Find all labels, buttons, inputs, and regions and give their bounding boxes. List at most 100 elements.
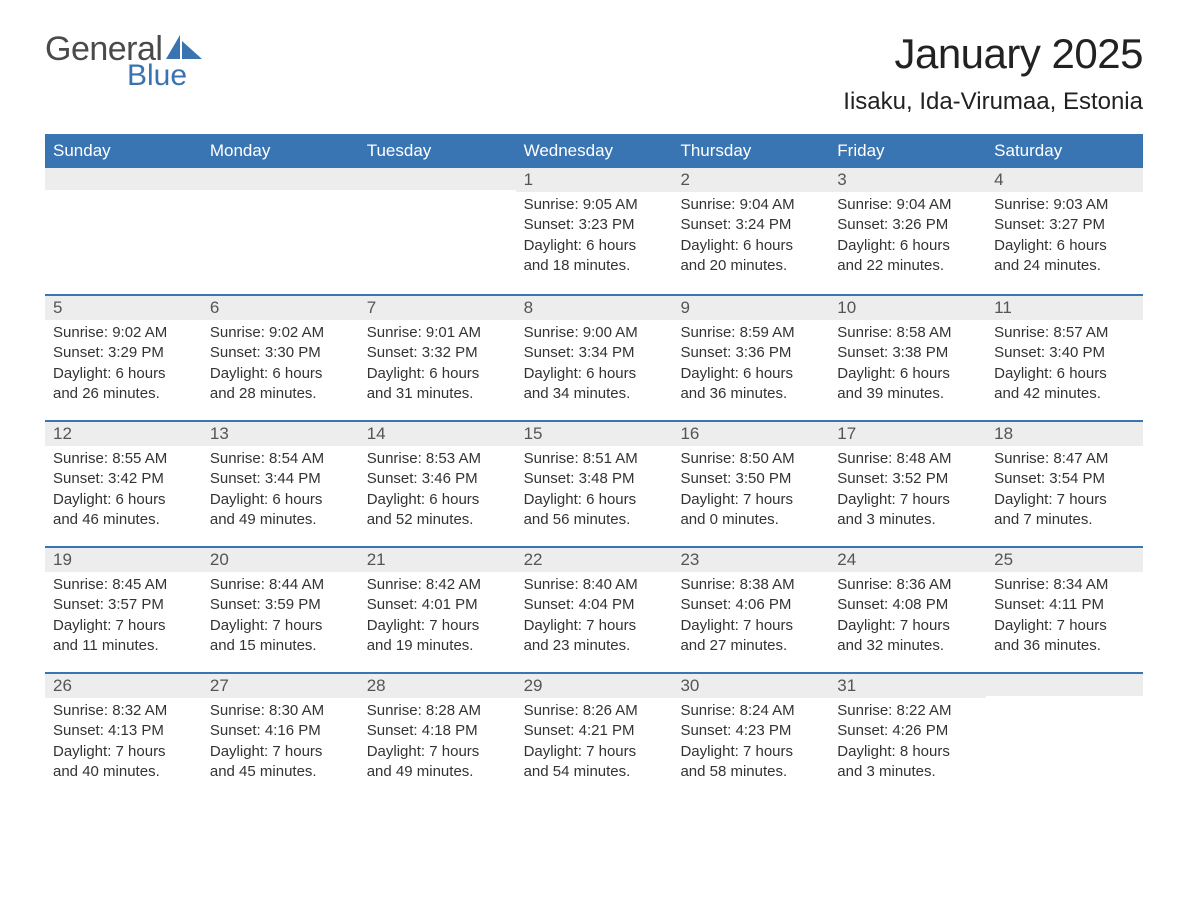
day-body: Sunrise: 8:40 AMSunset: 4:04 PMDaylight:… — [516, 572, 673, 664]
month-title: January 2025 — [843, 30, 1143, 78]
day-number: 9 — [672, 296, 829, 320]
day-daylight2: and 20 minutes. — [680, 256, 821, 276]
day-daylight1: Daylight: 7 hours — [680, 616, 821, 636]
week-row: 26 Sunrise: 8:32 AMSunset: 4:13 PM Dayligh… — [45, 672, 1143, 798]
day-sunrise: Sunrise: 8:51 AM — [524, 449, 665, 469]
day-sunrise: Sunrise: 9:00 AM — [524, 323, 665, 343]
day-sunrise: Sunrise: 9:05 AM — [524, 195, 665, 215]
daynum-strip: 23 — [672, 548, 829, 572]
day-number: 17 — [829, 422, 986, 446]
day-daylight1: Daylight: 6 hours — [994, 236, 1135, 256]
day-sunrise: Sunrise: 8:40 AM — [524, 575, 665, 595]
day-daylight2: and 34 minutes. — [524, 384, 665, 404]
daynum-strip: 5 — [45, 296, 202, 320]
day-body: Sunrise: 8:30 AMSunset: 4:16 PMDaylight:… — [202, 698, 359, 790]
day-sunrise: Sunrise: 8:26 AM — [524, 701, 665, 721]
day-daylight2: and 36 minutes. — [680, 384, 821, 404]
day-daylight1: Daylight: 6 hours — [367, 364, 508, 384]
daynum-strip: 31 — [829, 674, 986, 698]
day-sunset: Sunset: 4:08 PM — [837, 595, 978, 615]
day-sunset: Sunset: 4:13 PM — [53, 721, 194, 741]
dow-sunday: Sunday — [45, 134, 202, 168]
daynum-strip — [986, 674, 1143, 696]
day-cell: 9Sunrise: 8:59 AMSunset: 3:36 PMDaylight… — [672, 296, 829, 420]
day-daylight2: and 42 minutes. — [994, 384, 1135, 404]
daynum-strip: 3 — [829, 168, 986, 192]
day-daylight2: and 49 minutes. — [210, 510, 351, 530]
day-body: Sunrise: 8:59 AMSunset: 3:36 PMDaylight:… — [672, 320, 829, 412]
day-number: 20 — [202, 548, 359, 572]
day-cell: 29Sunrise: 8:26 AMSunset: 4:21 PMDayligh… — [516, 674, 673, 798]
weeks-container: 1Sunrise: 9:05 AMSunset: 3:23 PMDaylight… — [45, 168, 1143, 798]
day-cell: 16Sunrise: 8:50 AMSunset: 3:50 PMDayligh… — [672, 422, 829, 546]
logo-blue-text: Blue — [127, 59, 204, 93]
daynum-strip: 20 — [202, 548, 359, 572]
day-cell: 5Sunrise: 9:02 AMSunset: 3:29 PMDaylight… — [45, 296, 202, 420]
day-number: 12 — [45, 422, 202, 446]
day-cell — [202, 168, 359, 294]
day-sunrise: Sunrise: 8:48 AM — [837, 449, 978, 469]
day-cell: 21Sunrise: 8:42 AMSunset: 4:01 PMDayligh… — [359, 548, 516, 672]
day-daylight1: Daylight: 6 hours — [994, 364, 1135, 384]
day-sunset: Sunset: 3:38 PM — [837, 343, 978, 363]
day-sunrise: Sunrise: 8:57 AM — [994, 323, 1135, 343]
daynum-strip: 1 — [516, 168, 673, 192]
day-cell: 11Sunrise: 8:57 AMSunset: 3:40 PMDayligh… — [986, 296, 1143, 420]
day-body — [45, 190, 202, 201]
day-cell: 15Sunrise: 8:51 AMSunset: 3:48 PMDayligh… — [516, 422, 673, 546]
day-sunset: Sunset: 3:40 PM — [994, 343, 1135, 363]
day-sunrise: Sunrise: 8:32 AM — [53, 701, 194, 721]
day-body: Sunrise: 9:02 AMSunset: 3:29 PMDaylight:… — [45, 320, 202, 412]
day-cell: 17Sunrise: 8:48 AMSunset: 3:52 PMDayligh… — [829, 422, 986, 546]
title-block: January 2025 Iisaku, Ida-Virumaa, Estoni… — [843, 30, 1143, 116]
day-number: 18 — [986, 422, 1143, 446]
day-cell: 4Sunrise: 9:03 AMSunset: 3:27 PMDaylight… — [986, 168, 1143, 294]
day-sunrise: Sunrise: 9:02 AM — [210, 323, 351, 343]
day-daylight1: Daylight: 7 hours — [680, 490, 821, 510]
day-cell: 25Sunrise: 8:34 AMSunset: 4:11 PMDayligh… — [986, 548, 1143, 672]
day-sunset: Sunset: 4:21 PM — [524, 721, 665, 741]
day-daylight2: and 19 minutes. — [367, 636, 508, 656]
day-daylight1: Daylight: 6 hours — [680, 364, 821, 384]
dow-saturday: Saturday — [986, 134, 1143, 168]
day-body: Sunrise: 8:47 AMSunset: 3:54 PMDaylight:… — [986, 446, 1143, 538]
day-body: Sunrise: 8:28 AMSunset: 4:18 PMDaylight:… — [359, 698, 516, 790]
daynum-strip: 22 — [516, 548, 673, 572]
day-sunrise: Sunrise: 8:44 AM — [210, 575, 351, 595]
day-daylight2: and 26 minutes. — [53, 384, 194, 404]
day-sunrise: Sunrise: 9:03 AM — [994, 195, 1135, 215]
day-body: Sunrise: 8:26 AMSunset: 4:21 PMDaylight:… — [516, 698, 673, 790]
day-daylight2: and 46 minutes. — [53, 510, 194, 530]
day-sunrise: Sunrise: 9:01 AM — [367, 323, 508, 343]
day-cell: 12Sunrise: 8:55 AMSunset: 3:42 PMDayligh… — [45, 422, 202, 546]
day-daylight1: Daylight: 7 hours — [680, 742, 821, 762]
week-row: 1Sunrise: 9:05 AMSunset: 3:23 PMDaylight… — [45, 168, 1143, 294]
day-number: 29 — [516, 674, 673, 698]
day-number: 19 — [45, 548, 202, 572]
day-cell: 19Sunrise: 8:45 AMSunset: 3:57 PMDayligh… — [45, 548, 202, 672]
day-number: 26 — [45, 674, 202, 698]
day-cell: 13Sunrise: 8:54 AMSunset: 3:44 PMDayligh… — [202, 422, 359, 546]
day-daylight1: Daylight: 8 hours — [837, 742, 978, 762]
day-body: Sunrise: 9:05 AMSunset: 3:23 PMDaylight:… — [516, 192, 673, 284]
day-sunset: Sunset: 3:29 PM — [53, 343, 194, 363]
daynum-strip: 10 — [829, 296, 986, 320]
day-daylight2: and 27 minutes. — [680, 636, 821, 656]
day-sunrise: Sunrise: 8:58 AM — [837, 323, 978, 343]
day-sunset: Sunset: 4:26 PM — [837, 721, 978, 741]
day-sunrise: Sunrise: 8:42 AM — [367, 575, 508, 595]
day-sunrise: Sunrise: 8:38 AM — [680, 575, 821, 595]
week-row: 12Sunrise: 8:55 AMSunset: 3:42 PMDayligh… — [45, 420, 1143, 546]
day-body: Sunrise: 8:50 AMSunset: 3:50 PMDaylight:… — [672, 446, 829, 538]
day-sunrise: Sunrise: 8:59 AM — [680, 323, 821, 343]
day-daylight1: Daylight: 6 hours — [680, 236, 821, 256]
day-daylight2: and 54 minutes. — [524, 762, 665, 782]
day-cell: 3Sunrise: 9:04 AMSunset: 3:26 PMDaylight… — [829, 168, 986, 294]
day-sunset: Sunset: 4:18 PM — [367, 721, 508, 741]
day-daylight2: and 18 minutes. — [524, 256, 665, 276]
day-daylight1: Daylight: 6 hours — [210, 490, 351, 510]
day-sunset: Sunset: 4:01 PM — [367, 595, 508, 615]
day-daylight2: and 40 minutes. — [53, 762, 194, 782]
daynum-strip: 4 — [986, 168, 1143, 192]
day-cell: 27Sunrise: 8:30 AMSunset: 4:16 PMDayligh… — [202, 674, 359, 798]
